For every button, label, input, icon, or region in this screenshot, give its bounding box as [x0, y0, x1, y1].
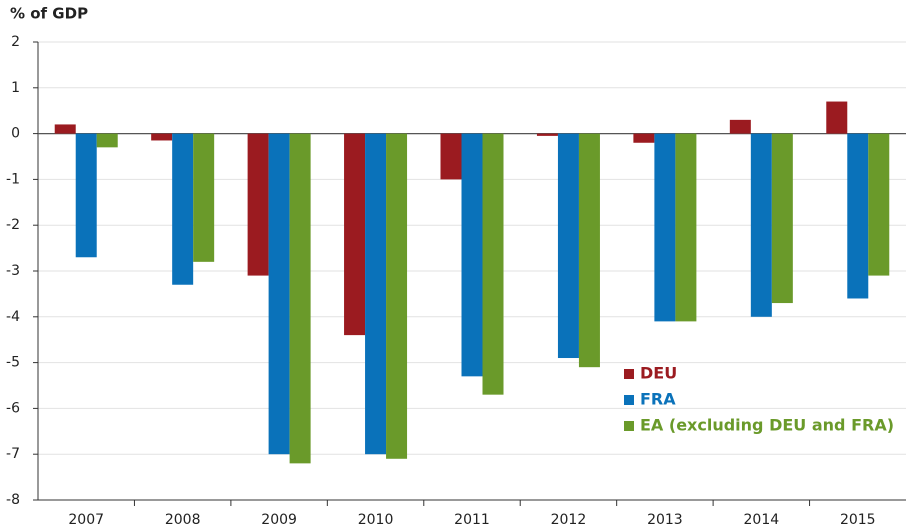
legend-swatch — [624, 395, 634, 405]
bar — [289, 133, 311, 464]
y-tick-label: -5 — [6, 355, 20, 371]
x-tick-label: 2008 — [165, 512, 201, 528]
bar — [557, 133, 579, 359]
bar — [96, 133, 118, 148]
y-tick-label: -2 — [6, 217, 20, 233]
bar — [826, 101, 848, 134]
legend-swatch — [624, 421, 634, 431]
y-tick-label: -6 — [6, 400, 20, 416]
x-tick-label: 2015 — [840, 512, 876, 528]
legend-swatch — [624, 369, 634, 379]
bar — [151, 133, 173, 141]
bar — [247, 133, 269, 276]
x-tick-label: 2012 — [551, 512, 587, 528]
y-tick-label: -4 — [6, 309, 20, 325]
bar — [386, 133, 408, 459]
legend-label: FRA — [640, 390, 676, 409]
x-tick-label: 2011 — [454, 512, 490, 528]
legend-label: DEU — [640, 364, 677, 383]
y-tick-label: -7 — [6, 446, 20, 462]
bar — [193, 133, 215, 262]
y-tick-label: 2 — [11, 34, 20, 50]
y-tick-label: 0 — [11, 126, 20, 142]
bar — [771, 133, 793, 304]
y-tick-label: -8 — [6, 492, 20, 508]
bar — [536, 133, 558, 136]
bar — [868, 133, 890, 276]
bar — [482, 133, 504, 395]
y-tick-label: -1 — [6, 171, 20, 187]
legend-label: EA (excluding DEU and FRA) — [640, 416, 894, 435]
y-tick-label: -3 — [6, 263, 20, 279]
bar — [344, 133, 366, 336]
bar — [172, 133, 194, 285]
x-tick-label: 2014 — [744, 512, 780, 528]
bar — [654, 133, 676, 322]
bar — [578, 133, 600, 368]
chart-title: % of GDP — [10, 5, 88, 23]
x-tick-label: 2007 — [68, 512, 104, 528]
x-tick-label: 2009 — [261, 512, 297, 528]
bar — [75, 133, 97, 258]
bar — [847, 133, 869, 299]
bar — [675, 133, 697, 322]
bar — [268, 133, 290, 455]
bar — [54, 124, 76, 134]
y-tick-label: 1 — [11, 80, 20, 96]
bar — [729, 119, 751, 134]
bar — [633, 133, 655, 143]
bar — [440, 133, 462, 180]
x-tick-label: 2010 — [358, 512, 394, 528]
x-tick-label: 2013 — [647, 512, 683, 528]
bar — [750, 133, 772, 317]
bar — [461, 133, 483, 377]
bar — [365, 133, 387, 455]
